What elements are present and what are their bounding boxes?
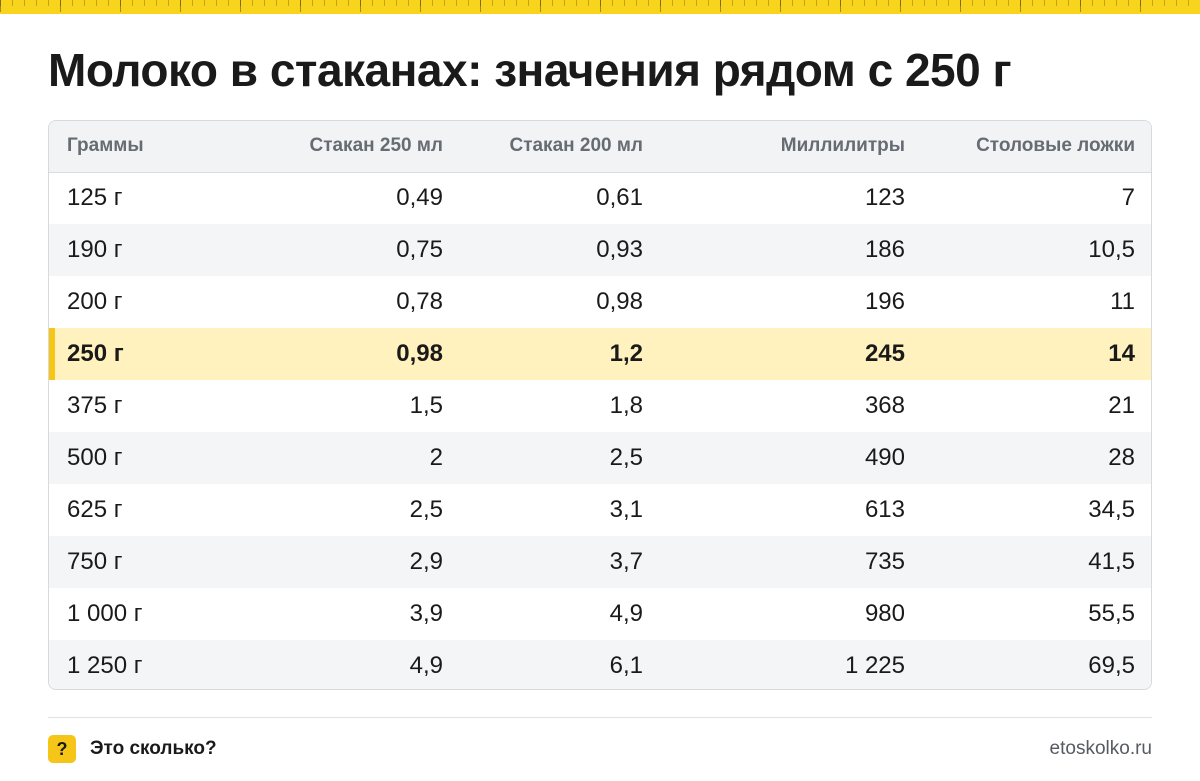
table-row: 750 г 2,9 3,7 735 41,5: [49, 536, 1151, 588]
cell-tablespoons: 11: [1110, 288, 1135, 315]
cell-grams: 125 г: [67, 184, 123, 212]
header-glass-200: Стакан 200 мл: [443, 121, 643, 173]
header-grams: Граммы: [49, 121, 239, 173]
conversion-table: Граммы Стакан 250 мл Стакан 200 мл Милли…: [49, 121, 1151, 689]
cell-milliliters: 490: [643, 432, 905, 484]
cell-glass-200: 2,5: [443, 432, 643, 484]
cell-grams: 190 г: [49, 224, 239, 276]
cell-glass-250: 0,75: [239, 224, 443, 276]
cell-milliliters: 735: [643, 536, 905, 588]
ruler-strip: [0, 0, 1200, 14]
cell-glass-250: 0,49: [396, 184, 443, 212]
footer-brand: ? Это сколько?: [48, 735, 217, 763]
table-row: 625 г 2,5 3,1 613 34,5: [49, 484, 1151, 536]
brand-name: Это сколько?: [90, 738, 217, 759]
cell-tablespoons: 41,5: [905, 536, 1151, 588]
conversion-table-card: Граммы Стакан 250 мл Стакан 200 мл Милли…: [48, 120, 1152, 690]
site-url: etoskolko.ru: [1049, 738, 1152, 759]
cell-milliliters: 368: [864, 392, 905, 419]
cell-glass-200: 4,9: [609, 600, 643, 627]
cell-glass-200: 0,98: [596, 288, 643, 315]
cell-tablespoons: 34,5: [1088, 496, 1135, 523]
header-milliliters: Миллилитры: [643, 121, 905, 173]
cell-grams: 500 г: [49, 432, 239, 484]
cell-milliliters: 196: [864, 288, 905, 315]
cell-grams: 1 000 г: [67, 600, 143, 627]
cell-grams: 200 г: [67, 288, 123, 315]
cell-glass-200: 1,8: [609, 392, 643, 419]
cell-glass-200: 1,2: [443, 328, 643, 380]
table-row: 1 000 г 3,9 4,9 980 55,5: [49, 588, 1151, 640]
footer-divider: [48, 717, 1152, 718]
table-body: 125 г 0,49 0,61 123 7 190 г 0,75 0,93 186 10,5 200…: [49, 172, 1151, 689]
table-row: 190 г 0,75 0,93 186 10,5: [49, 224, 1151, 276]
cell-glass-250: 1,5: [409, 392, 443, 419]
cell-tablespoons: 10,5: [905, 224, 1151, 276]
cell-grams: 1 250 г: [49, 640, 239, 689]
cell-grams: 750 г: [49, 536, 239, 588]
cell-tablespoons: 69,5: [905, 640, 1151, 689]
cell-milliliters: 186: [643, 224, 905, 276]
table-row: 500 г 2 2,5 490 28: [49, 432, 1151, 484]
cell-glass-250: 4,9: [239, 640, 443, 689]
page-title: Молоко в стаканах: значения рядом с 250 …: [48, 44, 1012, 96]
cell-glass-250: 2: [239, 432, 443, 484]
cell-glass-200: 0,61: [596, 184, 643, 212]
table-row: 1 250 г 4,9 6,1 1 225 69,5: [49, 640, 1151, 689]
cell-grams: 375 г: [67, 392, 123, 419]
cell-glass-250: 0,78: [396, 288, 443, 315]
cell-glass-250: 3,9: [409, 600, 443, 627]
cell-milliliters: 1 225: [643, 640, 905, 689]
table-row: 375 г 1,5 1,8 368 21: [49, 380, 1151, 432]
cell-milliliters: 245: [643, 328, 905, 380]
cell-grams: 625 г: [67, 496, 123, 523]
table-row-highlighted: 250 г 0,98 1,2 245 14: [49, 328, 1151, 380]
cell-glass-200: 3,7: [443, 536, 643, 588]
cell-glass-200: 6,1: [443, 640, 643, 689]
table-header-row: Граммы Стакан 250 мл Стакан 200 мл Милли…: [49, 121, 1151, 173]
cell-tablespoons: 28: [905, 432, 1151, 484]
table-row: 125 г 0,49 0,61 123 7: [49, 172, 1151, 224]
cell-glass-250: 0,98: [239, 328, 443, 380]
cell-tablespoons: 21: [1108, 392, 1135, 419]
cell-milliliters: 613: [864, 496, 905, 523]
cell-tablespoons: 14: [905, 328, 1151, 380]
cell-milliliters: 123: [864, 184, 905, 212]
question-icon: ?: [48, 735, 76, 763]
cell-glass-250: 2,9: [239, 536, 443, 588]
table-row: 200 г 0,78 0,98 196 11: [49, 276, 1151, 328]
cell-glass-200: 0,93: [443, 224, 643, 276]
cell-tablespoons: 55,5: [1088, 600, 1135, 627]
cell-tablespoons: 7: [1121, 184, 1135, 212]
cell-glass-250: 2,5: [409, 496, 443, 523]
cell-grams: 250 г: [49, 328, 239, 380]
cell-milliliters: 980: [864, 600, 905, 627]
cell-glass-200: 3,1: [609, 496, 643, 523]
header-glass-250: Стакан 250 мл: [239, 121, 443, 173]
header-tablespoons: Столовые ложки: [905, 121, 1151, 173]
